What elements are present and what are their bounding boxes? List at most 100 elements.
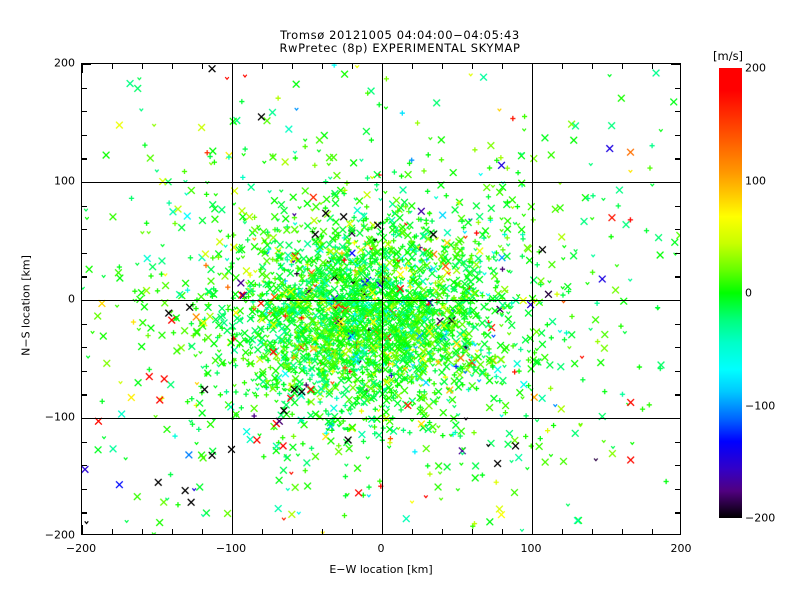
colorbar-tick-label: 0: [745, 286, 752, 300]
x-axis-title: E−W location [km]: [329, 563, 433, 576]
y-tick-label: −100: [44, 410, 75, 424]
axis-tick: [412, 529, 414, 534]
axis-tick: [172, 529, 174, 534]
axis-tick: [442, 529, 444, 534]
axis-tick: [675, 370, 680, 373]
axis-tick: [172, 64, 174, 69]
gridline-vertical: [232, 64, 234, 534]
axis-tick: [82, 488, 87, 491]
x-tick-label: 100: [520, 542, 542, 555]
axis-tick: [675, 111, 680, 113]
axis-tick: [82, 87, 87, 89]
axis-tick: [671, 182, 680, 184]
axis-tick: [675, 205, 680, 207]
axis-tick: [592, 529, 594, 534]
axis-tick: [82, 441, 87, 443]
axis-tick: [502, 64, 504, 69]
axis-tick: [675, 276, 680, 278]
axis-tick: [82, 158, 87, 160]
axis-tick: [622, 529, 624, 534]
axis-tick: [412, 64, 414, 69]
axis-tick: [322, 529, 324, 534]
figure-title-line2: RwPretec (8p) EXPERIMENTAL SKYMAP: [279, 41, 521, 55]
axis-tick: [532, 64, 534, 73]
axis-tick: [292, 64, 294, 69]
axis-tick: [532, 525, 534, 534]
x-tick-label: −100: [215, 542, 247, 555]
axis-tick: [82, 134, 87, 137]
axis-tick: [202, 64, 204, 69]
axis-tick: [675, 488, 680, 491]
axis-tick: [232, 525, 234, 534]
colorbar-tick-label: 200: [745, 61, 766, 75]
axis-tick: [675, 87, 680, 89]
axis-tick: [82, 276, 87, 278]
axis-tick: [82, 205, 87, 207]
axis-tick: [671, 300, 680, 302]
colorbar-gradient: [719, 68, 742, 518]
axis-tick: [675, 252, 680, 255]
axis-tick: [675, 394, 680, 396]
axis-tick: [382, 64, 384, 73]
axis-tick: [82, 465, 87, 467]
axis-tick: [82, 418, 91, 420]
gridline-horizontal: [82, 182, 680, 184]
colorbar-unit-label: [m/s]: [713, 49, 744, 63]
axis-tick: [262, 64, 264, 69]
colorbar-tick-label: −200: [745, 511, 776, 525]
axis-tick: [82, 64, 91, 66]
axis-tick: [352, 529, 354, 534]
axis-tick: [382, 525, 384, 534]
x-tick-label: −200: [65, 542, 97, 555]
axis-tick: [202, 529, 204, 534]
axis-tick: [671, 64, 680, 66]
gridline-vertical: [532, 64, 534, 534]
axis-tick: [442, 64, 444, 69]
axis-tick: [562, 64, 564, 69]
axis-tick: [675, 465, 680, 467]
gridline-vertical: [382, 64, 384, 534]
axis-tick: [82, 512, 87, 514]
axis-tick: [82, 300, 91, 302]
axis-tick: [82, 252, 87, 255]
axis-tick: [82, 182, 91, 184]
axis-tick: [675, 229, 680, 231]
gridline-horizontal: [82, 300, 680, 302]
axis-tick: [652, 529, 654, 534]
axis-tick: [142, 529, 144, 534]
axis-tick: [82, 323, 87, 325]
axis-tick: [82, 394, 87, 396]
axis-tick: [82, 370, 87, 373]
axis-tick: [472, 64, 474, 69]
axis-tick: [592, 64, 594, 69]
y-tick-label: 100: [54, 174, 75, 188]
axis-tick: [352, 64, 354, 69]
axis-tick: [112, 64, 114, 69]
axis-tick: [675, 347, 680, 349]
x-tick-label: 0: [377, 542, 385, 555]
axis-tick: [82, 525, 84, 534]
axis-tick: [562, 529, 564, 534]
x-tick-label: 200: [670, 542, 692, 555]
figure-title-line1: Tromsø 20121005 04:04:00−04:05:43: [280, 28, 520, 42]
axis-tick: [675, 441, 680, 443]
colorbar-tick-label: −100: [745, 399, 776, 412]
axis-tick: [262, 529, 264, 534]
axis-tick: [675, 323, 680, 325]
axis-tick: [675, 134, 680, 137]
axis-tick: [292, 529, 294, 534]
axis-tick: [232, 64, 234, 73]
axis-tick: [82, 64, 84, 73]
axis-tick: [675, 512, 680, 514]
axis-tick: [82, 229, 87, 231]
y-tick-label: 0: [68, 292, 75, 306]
scatter-plot-area: [81, 63, 681, 535]
axis-tick: [112, 529, 114, 534]
axis-tick: [82, 347, 87, 349]
axis-tick: [472, 529, 474, 534]
axis-tick: [322, 64, 324, 69]
axis-tick: [671, 418, 680, 420]
gridline-horizontal: [82, 418, 680, 420]
axis-tick: [675, 158, 680, 160]
